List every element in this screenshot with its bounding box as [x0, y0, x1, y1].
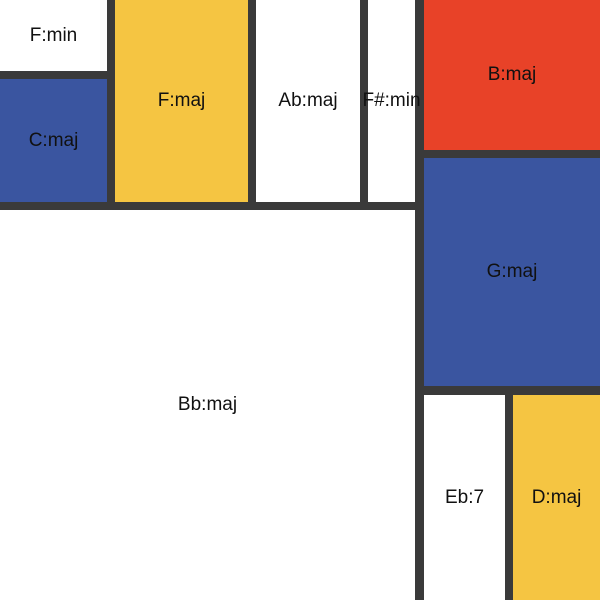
chord-label: F:maj	[157, 90, 206, 111]
chord-label: Bb:maj	[177, 394, 238, 415]
chord-label: D:maj	[531, 486, 582, 508]
chord-label: Eb:7	[444, 486, 485, 508]
chord-label: Ab:maj	[278, 90, 338, 111]
chord-cell-f-maj[interactable]: F:maj	[115, 0, 248, 202]
chord-label: C:maj	[28, 129, 79, 151]
chord-label: F:min	[29, 24, 78, 46]
chord-label: B:maj	[487, 64, 537, 85]
chord-label: F#:min	[362, 90, 421, 111]
chord-cell-f-min[interactable]: F:min	[0, 0, 107, 71]
chord-cell-eb-7[interactable]: Eb:7	[424, 395, 505, 600]
chord-label: G:maj	[486, 261, 538, 282]
chord-cell-c-maj[interactable]: C:maj	[0, 79, 107, 202]
chord-cell-b-maj[interactable]: B:maj	[424, 0, 600, 150]
chord-cell-bb-maj[interactable]: Bb:maj	[0, 210, 415, 600]
chord-cell-fsharp-min[interactable]: F#:min	[362, 0, 421, 202]
chord-cell-g-maj[interactable]: G:maj	[424, 158, 600, 386]
chord-cell-d-maj[interactable]: D:maj	[513, 395, 600, 600]
chord-cell-ab-maj[interactable]: Ab:maj	[256, 0, 360, 202]
